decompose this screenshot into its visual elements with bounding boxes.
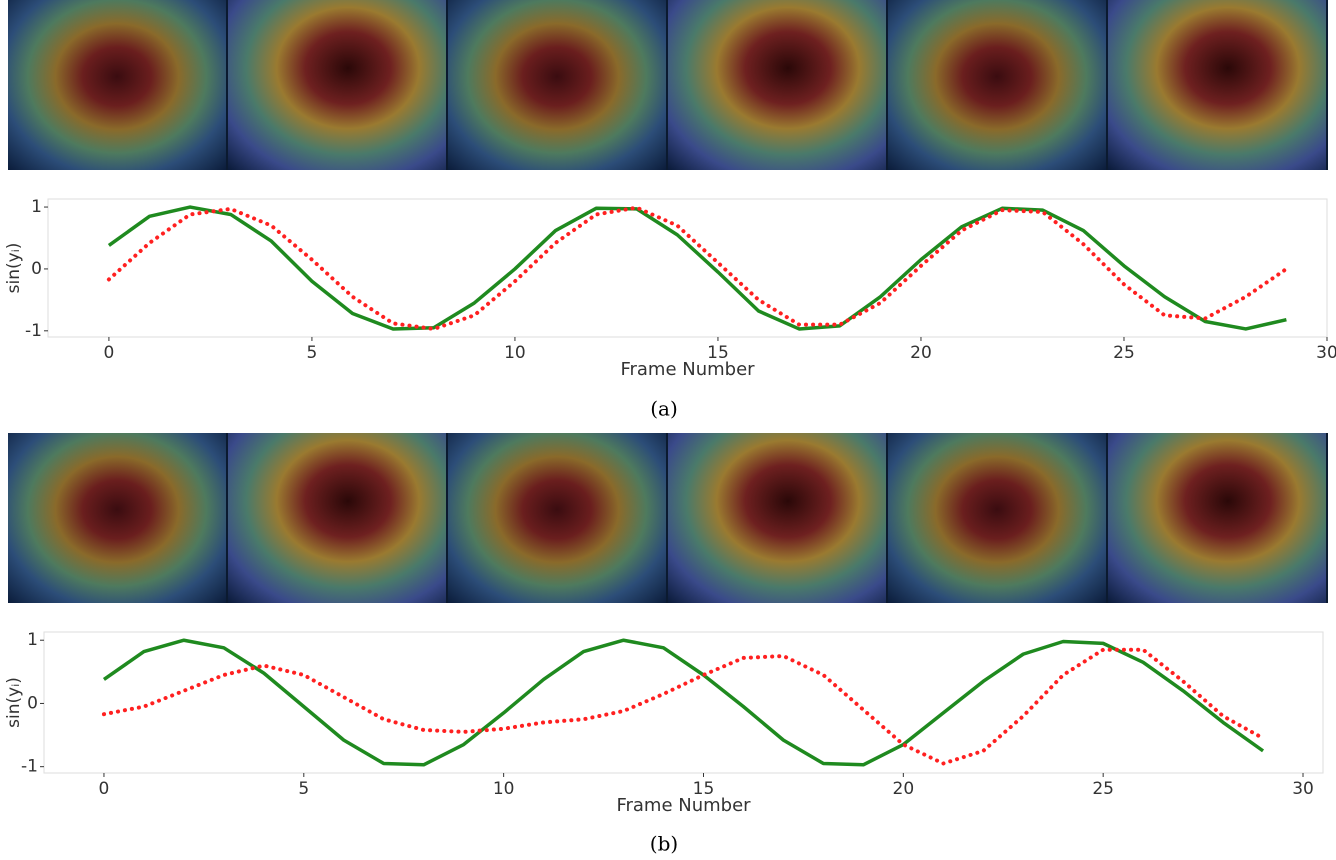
x-tick-label: 10 bbox=[493, 779, 515, 799]
frame-image bbox=[8, 433, 228, 603]
y-tick-label: -1 bbox=[21, 757, 38, 777]
frame-image bbox=[888, 0, 1108, 170]
x-tick-label: 15 bbox=[693, 779, 715, 799]
y-tick-label: 1 bbox=[31, 197, 42, 217]
x-axis-label: Frame Number bbox=[620, 359, 755, 380]
x-tick-label: 30 bbox=[1316, 343, 1336, 363]
frame-image bbox=[448, 0, 668, 170]
x-tick-label: 0 bbox=[103, 343, 114, 363]
x-tick-label: 25 bbox=[1092, 779, 1114, 799]
y-tick-label: 0 bbox=[31, 259, 42, 279]
plot-frame bbox=[43, 631, 1324, 774]
x-tick-label: 25 bbox=[1113, 343, 1135, 363]
y-tick-label: -1 bbox=[25, 321, 42, 341]
x-tick-label: 5 bbox=[298, 779, 309, 799]
data-line bbox=[101, 647, 1266, 766]
frame-image bbox=[448, 433, 668, 603]
frame-image bbox=[1108, 433, 1328, 603]
caption: (b) bbox=[650, 832, 678, 856]
x-tick-label: 0 bbox=[99, 779, 110, 799]
plot-frame bbox=[47, 198, 1328, 338]
frame-image bbox=[228, 0, 448, 170]
x-axis-label: Frame Number bbox=[616, 795, 751, 816]
y-tick-label: 1 bbox=[27, 630, 38, 650]
caption: (a) bbox=[650, 397, 678, 421]
y-axis-label: sin(yᵢ) bbox=[4, 677, 24, 728]
frame-image bbox=[228, 433, 448, 603]
x-tick-label: 5 bbox=[307, 343, 318, 363]
data-line bbox=[106, 205, 1289, 331]
frame-image bbox=[888, 433, 1108, 603]
frame-image bbox=[668, 0, 888, 170]
x-tick-label: 10 bbox=[504, 343, 526, 363]
data-line bbox=[102, 638, 1265, 767]
frame-image bbox=[8, 0, 228, 170]
x-tick-label: 30 bbox=[1292, 779, 1314, 799]
data-line bbox=[107, 205, 1287, 331]
y-tick-label: 0 bbox=[27, 693, 38, 713]
frame-image bbox=[1108, 0, 1328, 170]
y-axis-label: sin(yᵢ) bbox=[4, 243, 24, 294]
frame-image bbox=[668, 433, 888, 603]
image-strip bbox=[8, 0, 1328, 170]
image-strip bbox=[8, 433, 1328, 603]
x-tick-label: 15 bbox=[707, 343, 729, 363]
x-tick-label: 20 bbox=[910, 343, 932, 363]
x-tick-label: 20 bbox=[893, 779, 915, 799]
